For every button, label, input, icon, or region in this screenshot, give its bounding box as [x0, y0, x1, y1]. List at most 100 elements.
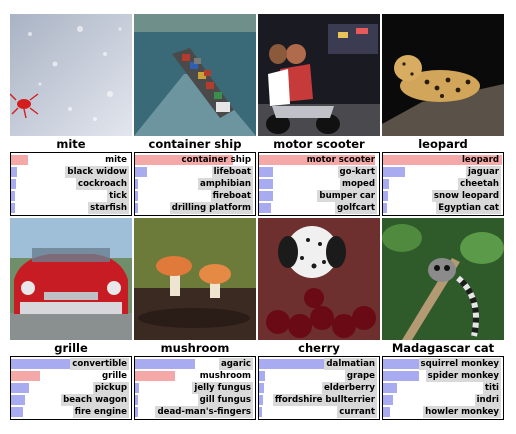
- prediction-panel: agaric mushroom jelly fungus gill fungus dea…: [134, 356, 256, 420]
- prediction-row: beach wagon: [11, 394, 131, 406]
- probability-bar: [383, 167, 405, 177]
- probability-bar: [383, 395, 393, 405]
- prediction-label: Egyptian cat: [436, 202, 501, 214]
- prediction-label: fire engine: [72, 406, 129, 418]
- photo-motor-scooter: [258, 14, 380, 136]
- prediction-label: go-kart: [337, 166, 377, 178]
- prediction-label: elderberry: [321, 382, 377, 394]
- prediction-row: cockroach: [11, 178, 131, 190]
- prediction-row: squirrel monkey: [383, 358, 503, 370]
- probability-bar: [135, 359, 195, 369]
- example-title: container ship: [148, 137, 242, 151]
- prediction-row: pickup: [11, 382, 131, 394]
- probability-bar: [135, 179, 138, 189]
- probability-bar: [259, 395, 263, 405]
- prediction-row: dalmatian: [259, 358, 379, 370]
- example-title: Madagascar cat: [391, 341, 495, 355]
- prediction-label: titi: [482, 382, 501, 394]
- prediction-label: agaric: [218, 358, 253, 370]
- probability-bar: [383, 383, 397, 393]
- prediction-row: golfcart: [259, 202, 379, 214]
- prediction-row: leopard: [383, 154, 503, 166]
- prediction-row: amphibian: [135, 178, 255, 190]
- photo-mushroom: [134, 218, 256, 340]
- prediction-panel: convertible grille pickup beach wagon fire e…: [10, 356, 132, 420]
- prediction-panel: dalmatian grape elderberry ffordshire bullt…: [258, 356, 380, 420]
- prediction-row: elderberry: [259, 382, 379, 394]
- prediction-row: Egyptian cat: [383, 202, 503, 214]
- probability-bar: [11, 407, 23, 417]
- probability-bar: [11, 179, 16, 189]
- prediction-label: motor scooter: [306, 155, 375, 165]
- photo-mite: [10, 14, 132, 136]
- probability-bar: [259, 179, 273, 189]
- probability-bar: [11, 395, 25, 405]
- container-ship-photo-icon: [134, 14, 256, 136]
- prediction-row: grape: [259, 370, 379, 382]
- probability-bar: [259, 191, 273, 201]
- motor-scooter-photo-icon: [258, 14, 380, 136]
- prediction-row: howler monkey: [383, 406, 503, 418]
- prediction-row: titi: [383, 382, 503, 394]
- prediction-label: fireboat: [210, 190, 253, 202]
- probability-bar: [135, 203, 138, 213]
- prediction-label: currant: [337, 406, 377, 418]
- prediction-row: snow leopard: [383, 190, 503, 202]
- prediction-panel: leopard jaguar cheetah snow leopard Egyptian…: [382, 152, 504, 216]
- prediction-label: amphibian: [198, 178, 253, 190]
- prediction-label: dalmatian: [324, 358, 377, 370]
- prediction-row: motor scooter: [259, 154, 379, 166]
- prediction-label: drilling platform: [169, 202, 253, 214]
- prediction-row: drilling platform: [135, 202, 255, 214]
- example-title: motor scooter: [273, 137, 365, 151]
- prediction-label: jelly fungus: [192, 382, 253, 394]
- prediction-row: ffordshire bullterrier: [259, 394, 379, 406]
- probability-bar: [259, 371, 265, 381]
- photo-grille: [10, 218, 132, 340]
- prediction-label: lifeboat: [211, 166, 253, 178]
- prediction-label: tick: [107, 190, 129, 202]
- prediction-label: cockroach: [76, 178, 129, 190]
- probability-bar: [11, 167, 17, 177]
- prediction-row: jaguar: [383, 166, 503, 178]
- mushroom-photo-icon: [134, 218, 256, 340]
- prediction-label: cheetah: [458, 178, 501, 190]
- prediction-row: convertible: [11, 358, 131, 370]
- prediction-row: indri: [383, 394, 503, 406]
- prediction-panel: mite black widow cockroach tick starfish: [10, 152, 132, 216]
- probability-bar: [259, 383, 264, 393]
- example-title: leopard: [418, 137, 468, 151]
- prediction-row: fireboat: [135, 190, 255, 202]
- prediction-panel: motor scooter go-kart moped bumper car golfc…: [258, 152, 380, 216]
- probability-bar: [135, 191, 138, 201]
- prediction-label: howler monkey: [423, 406, 501, 418]
- prediction-label: jaguar: [465, 166, 501, 178]
- correct-probability-bar: [11, 371, 40, 381]
- prediction-row: grille: [11, 370, 131, 382]
- probability-bar: [259, 359, 377, 369]
- probability-bar: [11, 383, 29, 393]
- photo-cherry: [258, 218, 380, 340]
- photo-leopard: [382, 14, 504, 136]
- probability-bar: [259, 167, 273, 177]
- prediction-row: currant: [259, 406, 379, 418]
- dalmatian-cherry-photo-icon: [258, 218, 380, 340]
- prediction-label: dead-man's-fingers: [155, 406, 253, 418]
- prediction-row: container ship: [135, 154, 255, 166]
- photo-madagascar-cat: [382, 218, 504, 340]
- prediction-label: mushroom: [199, 371, 251, 381]
- lemur-photo-icon: [382, 218, 504, 340]
- example-title: mushroom: [160, 341, 230, 355]
- prediction-label: ffordshire bullterrier: [272, 394, 377, 406]
- example-title: mite: [56, 137, 86, 151]
- prediction-row: fire engine: [11, 406, 131, 418]
- prediction-row: tick: [11, 190, 131, 202]
- red-car-photo-icon: [10, 218, 132, 340]
- prediction-label: moped: [340, 178, 377, 190]
- prediction-row: agaric: [135, 358, 255, 370]
- prediction-row: dead-man's-fingers: [135, 406, 255, 418]
- probability-bar: [11, 191, 15, 201]
- prediction-label: golfcart: [335, 202, 377, 214]
- example-title: cherry: [298, 341, 340, 355]
- prediction-row: bumper car: [259, 190, 379, 202]
